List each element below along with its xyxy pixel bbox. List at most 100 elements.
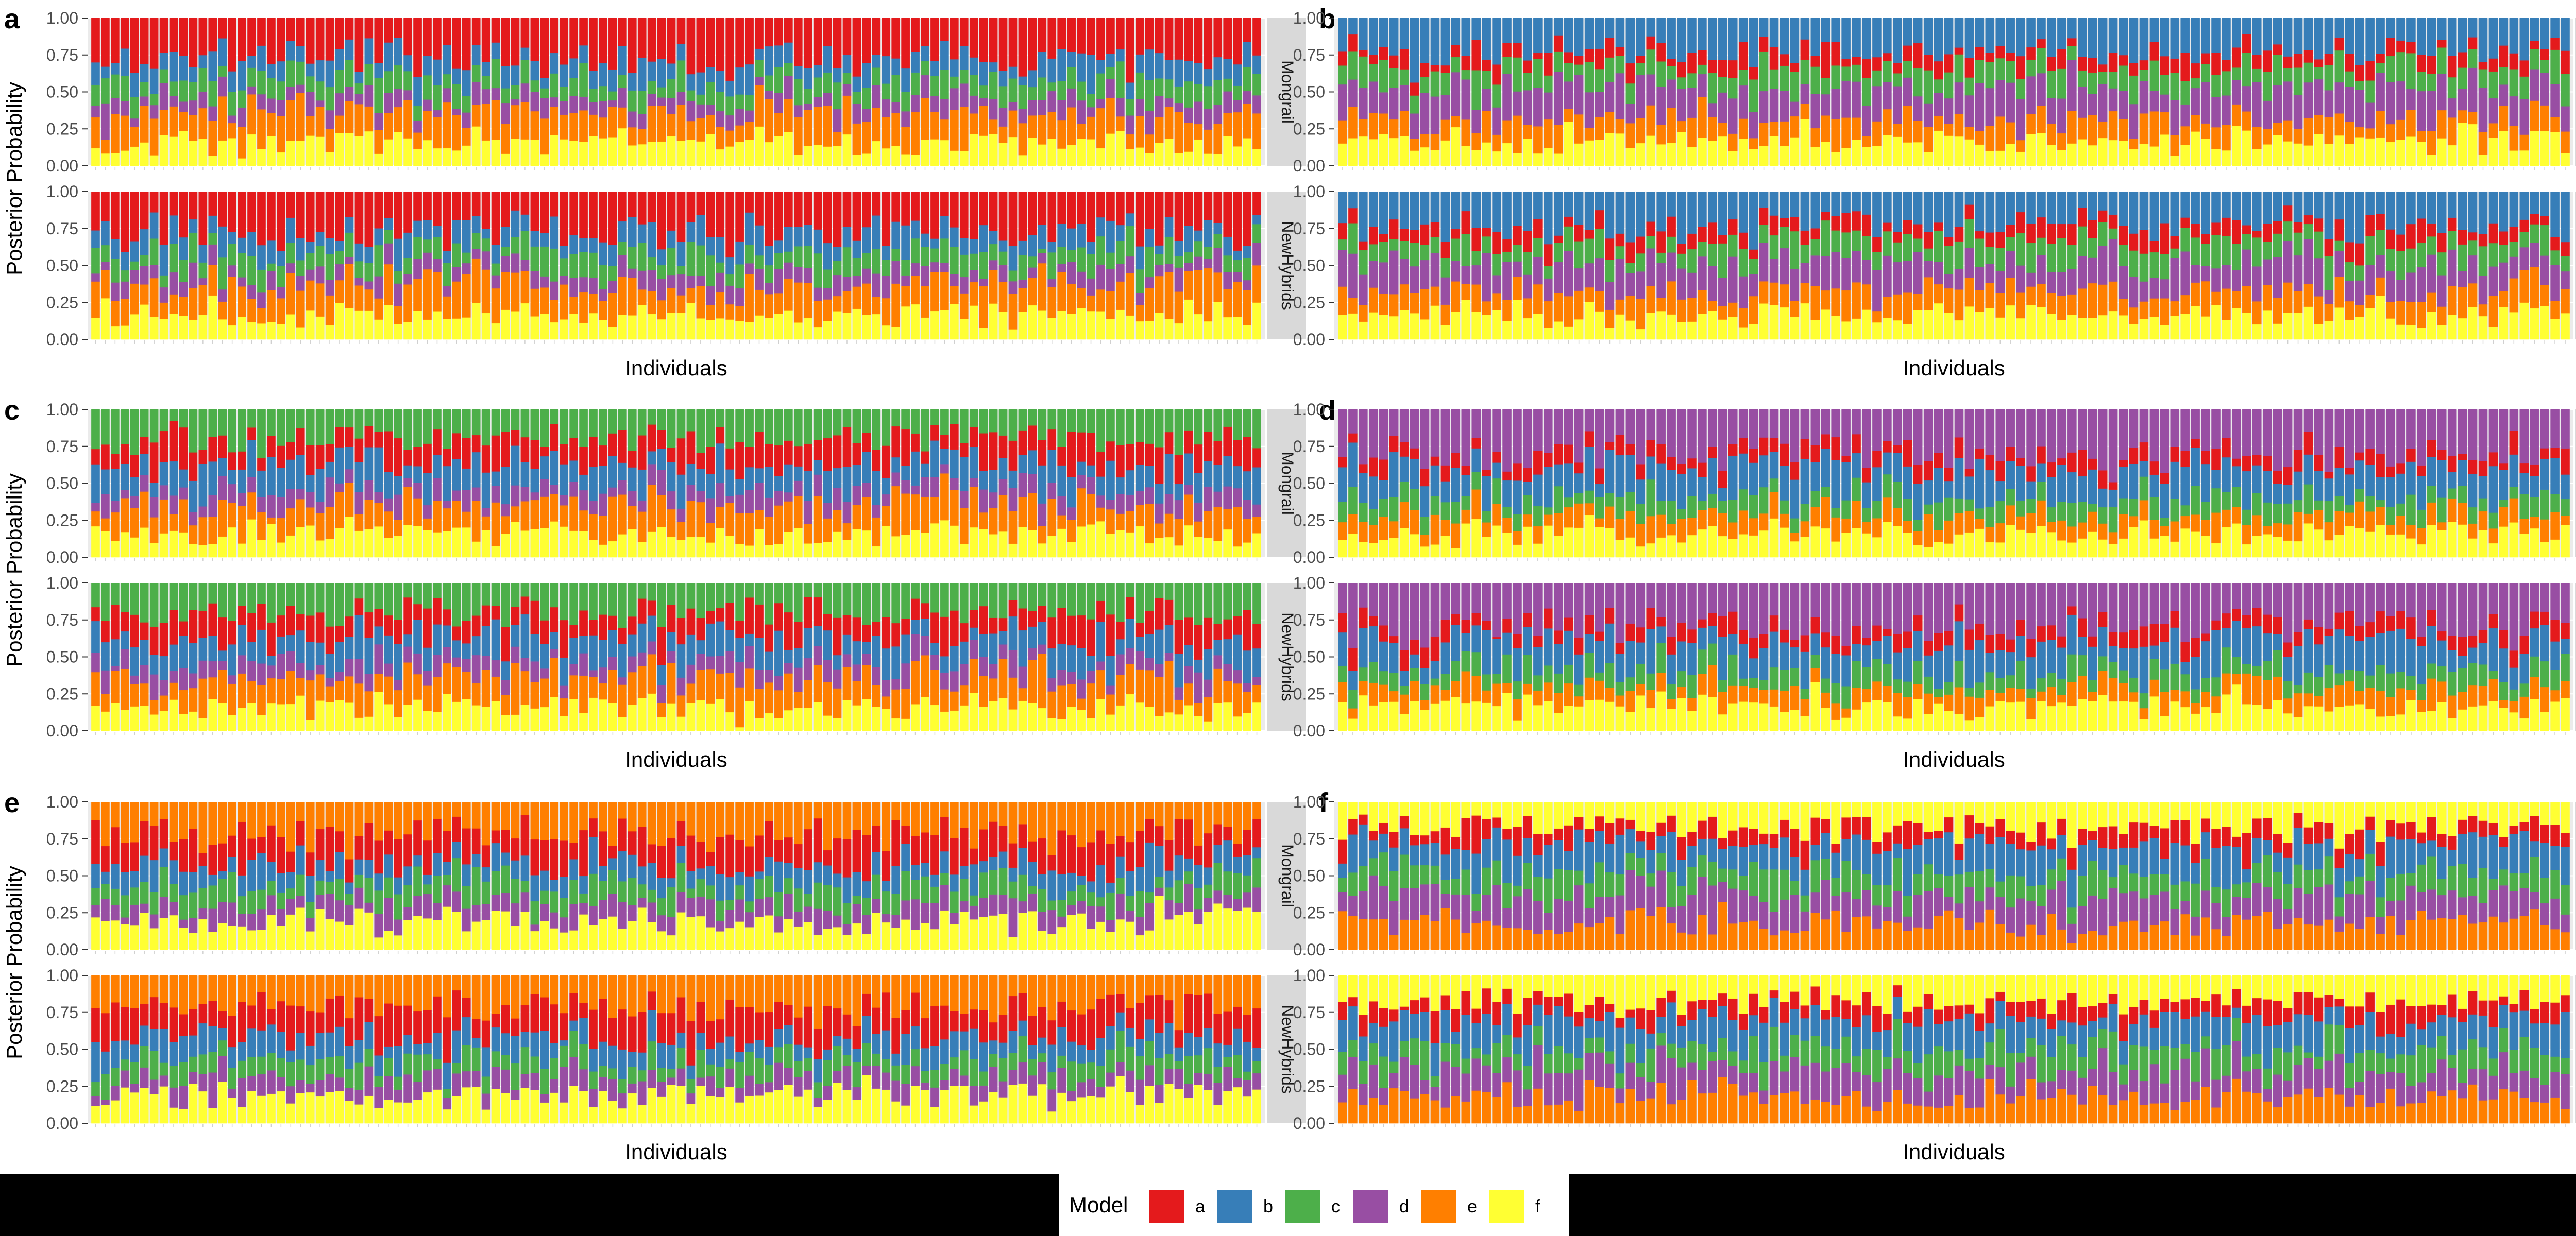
bar-segment-f [335, 700, 344, 731]
bar-segment-a [882, 192, 891, 246]
bar-segment-f [2047, 145, 2056, 166]
bar-segment-c [1780, 227, 1789, 249]
bar-segment-e [979, 512, 988, 529]
bar-segment-b [1718, 18, 1727, 60]
bar-segment-d [2108, 88, 2118, 112]
bar-segment-a [842, 192, 852, 227]
bar-segment-d [452, 657, 461, 667]
bar-segment-a [2098, 64, 2108, 72]
bar-segment-b [179, 635, 188, 668]
bar-segment-b [2314, 192, 2324, 219]
bar-segment-e [725, 673, 735, 713]
bar-segment-b [2088, 18, 2097, 58]
bar-segment-c [198, 67, 208, 92]
bar-segment-e [930, 669, 939, 706]
bar-segment-b [569, 637, 578, 664]
bar-segment-b [735, 638, 744, 662]
bar-segment-f [335, 527, 344, 558]
bar-segment-d [803, 501, 812, 524]
bar-segment-f [491, 545, 500, 558]
y-tick-label: 0.00 [1293, 157, 1325, 175]
bar-segment-b [443, 625, 451, 647]
bar-segment-e [686, 500, 696, 537]
bar-segment-c [1544, 75, 1553, 93]
bar-segment-a [491, 192, 500, 245]
bar-segment-e [540, 118, 549, 154]
bar-segment-b [413, 220, 422, 237]
bar-segment-b [306, 63, 315, 77]
bar-segment-c [345, 583, 354, 617]
bar-segment-d [872, 85, 881, 108]
bar-segment-d [647, 94, 656, 106]
bar-segment-c [1749, 258, 1758, 274]
bar-segment-f [140, 527, 149, 558]
bar-segment-c [589, 252, 598, 278]
bar-segment-c [2201, 244, 2210, 266]
bar-segment-b [569, 235, 578, 254]
bar-segment-b [569, 58, 578, 78]
bar-segment-c [1605, 260, 1615, 282]
bar-segment-b [277, 636, 285, 654]
bar-segment-a [218, 617, 227, 651]
bar-segment-c [911, 72, 920, 95]
bar-segment-d [833, 274, 842, 297]
bar-segment-c [101, 583, 110, 621]
bar-segment-d [364, 480, 374, 500]
bar-segment-e [921, 655, 929, 697]
bar-segment-f [657, 527, 666, 558]
bar-segment-a [91, 18, 100, 63]
bar-segment-f [891, 146, 901, 166]
bar-segment-c [706, 409, 715, 447]
bar-segment-a [101, 18, 110, 67]
bar-segment-d [413, 259, 422, 279]
bar-segment-b [813, 625, 822, 646]
bar-segment-b [1379, 18, 1388, 47]
bar-segment-e [696, 502, 705, 537]
bar-segment-a [2201, 233, 2210, 244]
bar-segment-c [2396, 251, 2405, 280]
bar-segment-a [901, 18, 910, 69]
bar-segment-a [657, 429, 666, 449]
bar-segment-b [1841, 192, 1851, 213]
bar-segment-b [1790, 18, 1800, 63]
bar-segment-d [2345, 281, 2354, 302]
bar-segment-f [1564, 122, 1573, 166]
bar-segment-b [589, 467, 598, 501]
bar-segment-e [1831, 288, 1840, 316]
bar-segment-b [384, 471, 393, 499]
bar-segment-e [159, 499, 168, 534]
bar-segment-a [228, 621, 236, 645]
y-tick-label: 0.00 [46, 722, 78, 740]
bar-segment-b [2283, 192, 2293, 206]
bar-segment-a [1233, 18, 1242, 65]
bar-segment-a [423, 608, 432, 648]
bar-segment-c [579, 252, 588, 278]
bar-segment-a [589, 18, 598, 71]
bar-segment-f [413, 311, 422, 340]
bar-segment-a [530, 600, 539, 634]
bar-segment-d [540, 478, 549, 497]
bar-segment-c [394, 65, 402, 90]
bar-segment-f [2314, 323, 2324, 340]
bar-segment-d [2324, 290, 2334, 304]
bar-segment-f [667, 136, 676, 166]
bar-segment-d [247, 477, 256, 493]
bar-segment-d [842, 277, 852, 291]
bar-segment-e [569, 113, 578, 141]
bar-segment-c [833, 261, 842, 276]
bar-segment-e [443, 663, 451, 694]
bar-segment-d [277, 496, 285, 519]
bar-segment-e [686, 121, 696, 140]
bar-segment-f [745, 545, 754, 558]
bar-segment-e [1800, 283, 1810, 304]
bar-segment-b [130, 241, 139, 262]
bar-segment-a [1125, 444, 1134, 471]
panel-a: a0.000.250.500.751.00Mongrail0.000.250.5… [2, 4, 1306, 380]
bar-segment-e [111, 671, 120, 703]
bar-segment-a [1502, 43, 1512, 57]
bar-segment-a [120, 444, 129, 464]
bar-segment-e [862, 665, 871, 699]
bar-segment-e [2324, 304, 2334, 321]
bar-segment-c [1213, 233, 1223, 248]
bar-segment-a [208, 18, 217, 52]
